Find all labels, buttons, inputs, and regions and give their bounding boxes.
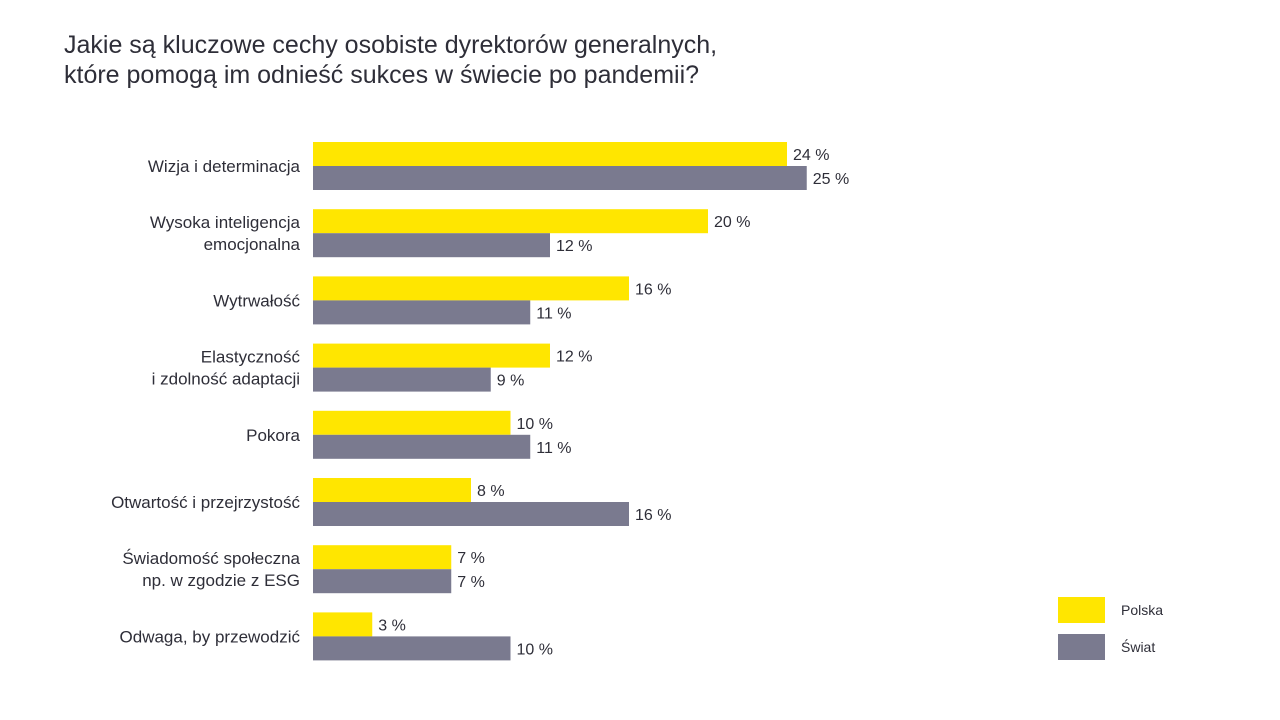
data-label: 24 % bbox=[793, 147, 829, 164]
data-label: 16 % bbox=[635, 507, 671, 524]
category-label: Wysoka inteligencja emocjonalna bbox=[150, 213, 301, 254]
data-label: 12 % bbox=[556, 349, 592, 366]
category-label: Otwartość i przejrzystość bbox=[111, 493, 300, 512]
data-label: 7 % bbox=[457, 550, 485, 567]
category-label: Pokora bbox=[246, 426, 300, 445]
data-label: 20 % bbox=[714, 214, 750, 231]
category-label: Wytrwałość bbox=[213, 291, 300, 310]
bar-swiat bbox=[313, 166, 807, 190]
data-label: 10 % bbox=[517, 416, 553, 433]
legend-swatch-swiat bbox=[1058, 634, 1105, 660]
legend-label-swiat: Świat bbox=[1121, 639, 1156, 655]
bar-swiat bbox=[313, 502, 629, 526]
bar-polska bbox=[313, 612, 373, 637]
bar-swiat bbox=[313, 300, 531, 325]
data-label: 7 % bbox=[457, 574, 485, 591]
bar-polska bbox=[313, 545, 452, 570]
category-label: Elastyczność i zdolność adaptacji bbox=[152, 348, 301, 389]
bar-swiat bbox=[313, 367, 491, 392]
bar-polska bbox=[313, 276, 629, 301]
category-label: Wizja i determinacja bbox=[148, 157, 301, 176]
legend-swatch-polska bbox=[1058, 597, 1105, 623]
data-label: 16 % bbox=[635, 281, 671, 298]
bar-polska bbox=[313, 142, 787, 166]
legend-label-polska: Polska bbox=[1121, 602, 1164, 618]
data-label: 9 % bbox=[497, 373, 525, 390]
data-label: 11 % bbox=[536, 305, 571, 322]
bar-swiat bbox=[313, 636, 511, 661]
category-label: Świadomość społeczna np. w zgodzie z ESG bbox=[122, 549, 300, 590]
chart-title: Jakie są kluczowe cechy osobiste dyrekto… bbox=[64, 30, 717, 90]
data-label: 3 % bbox=[378, 617, 406, 634]
bar-polska bbox=[313, 478, 471, 502]
data-label: 12 % bbox=[556, 238, 592, 255]
bar-polska bbox=[313, 410, 511, 435]
bar-polska bbox=[313, 209, 708, 234]
data-label: 10 % bbox=[517, 641, 553, 658]
category-label: Odwaga, by przewodzić bbox=[120, 627, 301, 646]
bar-polska bbox=[313, 343, 550, 368]
data-label: 25 % bbox=[813, 171, 849, 188]
data-label: 8 % bbox=[477, 483, 505, 500]
bar-swiat bbox=[313, 233, 550, 258]
data-label: 11 % bbox=[536, 440, 571, 457]
chart-title-line-2: które pomogą im odnieść sukces w świecie… bbox=[64, 61, 700, 89]
chart-title-line-1: Jakie są kluczowe cechy osobiste dyrekto… bbox=[64, 31, 718, 59]
bar-swiat bbox=[313, 434, 531, 459]
bar-swiat bbox=[313, 569, 452, 594]
